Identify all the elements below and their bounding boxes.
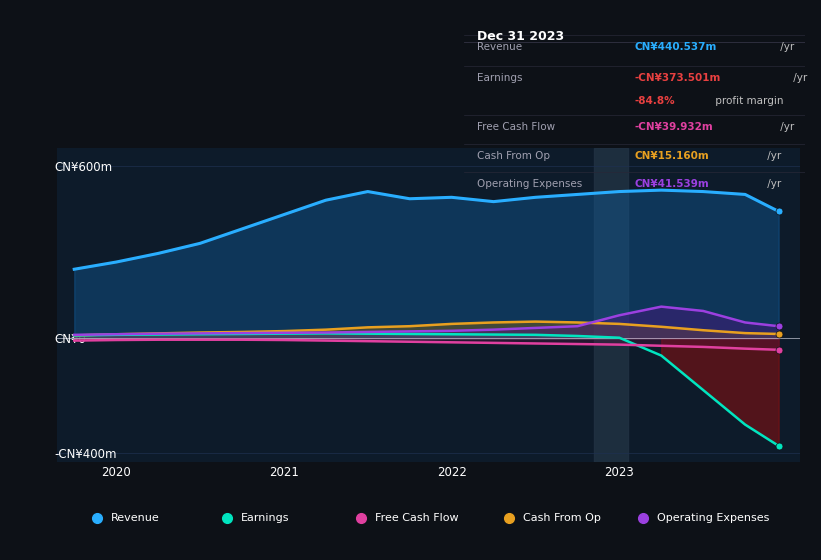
Text: Cash From Op: Cash From Op: [523, 513, 601, 523]
Text: Earnings: Earnings: [478, 73, 523, 83]
Text: profit margin: profit margin: [712, 96, 783, 106]
Text: Dec 31 2023: Dec 31 2023: [478, 30, 565, 43]
Bar: [594, 148, 628, 462]
Text: Revenue: Revenue: [111, 513, 160, 523]
Text: CN¥15.160m: CN¥15.160m: [635, 151, 709, 161]
Text: /yr: /yr: [777, 122, 794, 132]
Text: -CN¥373.501m: -CN¥373.501m: [635, 73, 721, 83]
Text: /yr: /yr: [764, 151, 781, 161]
Text: Free Cash Flow: Free Cash Flow: [374, 513, 458, 523]
Text: Operating Expenses: Operating Expenses: [657, 513, 769, 523]
Text: CN¥440.537m: CN¥440.537m: [635, 43, 717, 53]
Text: Free Cash Flow: Free Cash Flow: [478, 122, 556, 132]
Text: Cash From Op: Cash From Op: [478, 151, 551, 161]
Text: /yr: /yr: [777, 43, 794, 53]
Text: Revenue: Revenue: [478, 43, 523, 53]
Text: Earnings: Earnings: [241, 513, 290, 523]
Text: /yr: /yr: [790, 73, 807, 83]
Text: -84.8%: -84.8%: [635, 96, 675, 106]
Text: -CN¥39.932m: -CN¥39.932m: [635, 122, 713, 132]
Text: /yr: /yr: [764, 179, 781, 189]
Text: Operating Expenses: Operating Expenses: [478, 179, 583, 189]
Text: CN¥41.539m: CN¥41.539m: [635, 179, 709, 189]
